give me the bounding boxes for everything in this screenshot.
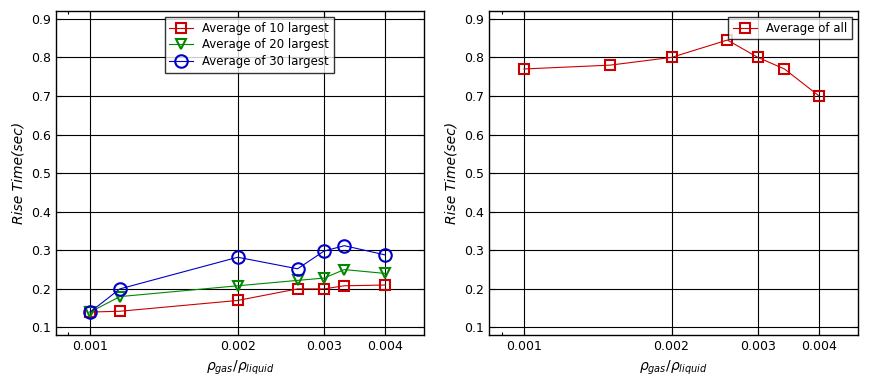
Average of 20 largest <box>292 278 302 283</box>
Average of 10 largest <box>380 283 390 288</box>
Line: Average of all: Average of all <box>519 35 824 101</box>
Average of 30 largest <box>85 310 96 314</box>
Average of 10 largest <box>319 287 329 291</box>
X-axis label: $\rho_{gas}/\rho_{liquid}$: $\rho_{gas}/\rho_{liquid}$ <box>206 359 274 377</box>
Average of 20 largest <box>319 276 329 281</box>
Average of 30 largest <box>339 243 349 248</box>
Average of 30 largest <box>115 287 125 291</box>
Average of 10 largest <box>339 284 349 288</box>
Average of all <box>519 67 529 71</box>
Average of 20 largest <box>339 267 349 272</box>
Average of all <box>722 38 733 42</box>
Line: Average of 20 largest: Average of 20 largest <box>85 265 390 317</box>
Average of 20 largest <box>233 284 243 288</box>
Average of 30 largest <box>233 255 243 260</box>
Average of all <box>667 55 677 60</box>
Average of all <box>605 63 615 68</box>
Y-axis label: Rise Time(sec): Rise Time(sec) <box>11 122 25 224</box>
Average of 30 largest <box>380 253 390 257</box>
Line: Average of 10 largest: Average of 10 largest <box>85 280 390 317</box>
Average of 30 largest <box>319 249 329 253</box>
Average of 10 largest <box>292 287 302 291</box>
Average of 10 largest <box>115 309 125 314</box>
Average of 10 largest <box>85 310 96 314</box>
Average of all <box>753 55 763 60</box>
Line: Average of 30 largest: Average of 30 largest <box>84 239 392 318</box>
Average of 20 largest <box>85 310 96 314</box>
Average of 10 largest <box>233 298 243 303</box>
X-axis label: $\rho_{gas}/\rho_{liquid}$: $\rho_{gas}/\rho_{liquid}$ <box>640 359 708 377</box>
Average of 20 largest <box>380 271 390 276</box>
Average of all <box>814 94 825 98</box>
Legend: Average of 10 largest, Average of 20 largest, Average of 30 largest: Average of 10 largest, Average of 20 lar… <box>164 17 334 73</box>
Average of 30 largest <box>292 267 302 271</box>
Y-axis label: Rise Time(sec): Rise Time(sec) <box>445 122 459 224</box>
Legend: Average of all: Average of all <box>728 17 852 40</box>
Average of all <box>779 67 790 71</box>
Average of 20 largest <box>115 294 125 299</box>
